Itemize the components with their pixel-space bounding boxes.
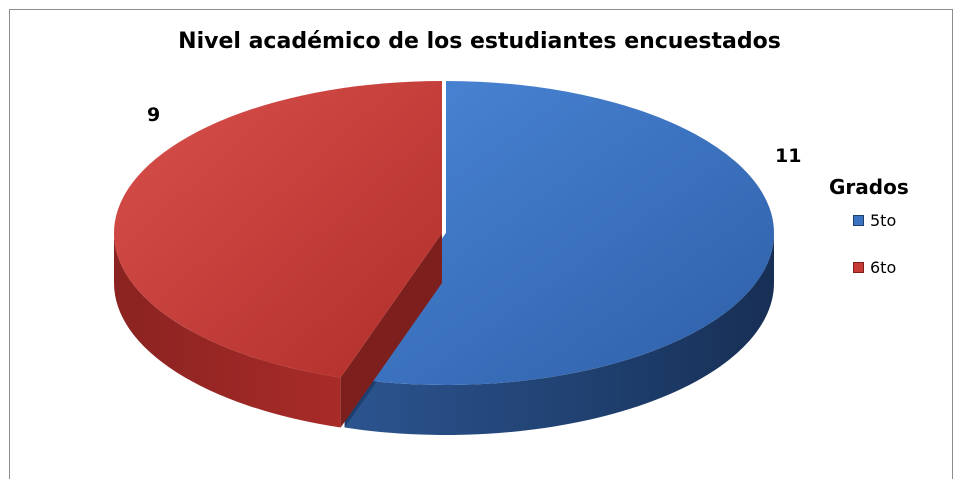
legend-swatch bbox=[853, 261, 864, 273]
legend-item-5to: 5to bbox=[853, 210, 896, 230]
legend-label: 6to bbox=[870, 257, 897, 277]
pie-slice-6to bbox=[114, 81, 443, 378]
pie-slice-wall-6to bbox=[340, 233, 442, 428]
data-label-5to: 11 bbox=[775, 145, 801, 167]
legend-label: 5to bbox=[870, 210, 897, 230]
chart-title: Nivel académico de los estudiantes encue… bbox=[178, 29, 781, 54]
legend-swatch bbox=[853, 214, 864, 226]
pie-slice-side-6to bbox=[114, 233, 341, 428]
pie-slice-5to bbox=[344, 81, 775, 385]
pie-slice-side-5to bbox=[344, 233, 774, 435]
data-label-6to: 9 bbox=[147, 104, 160, 126]
legend-title: Grados bbox=[829, 175, 909, 199]
legend-item-6to: 6to bbox=[853, 257, 896, 277]
